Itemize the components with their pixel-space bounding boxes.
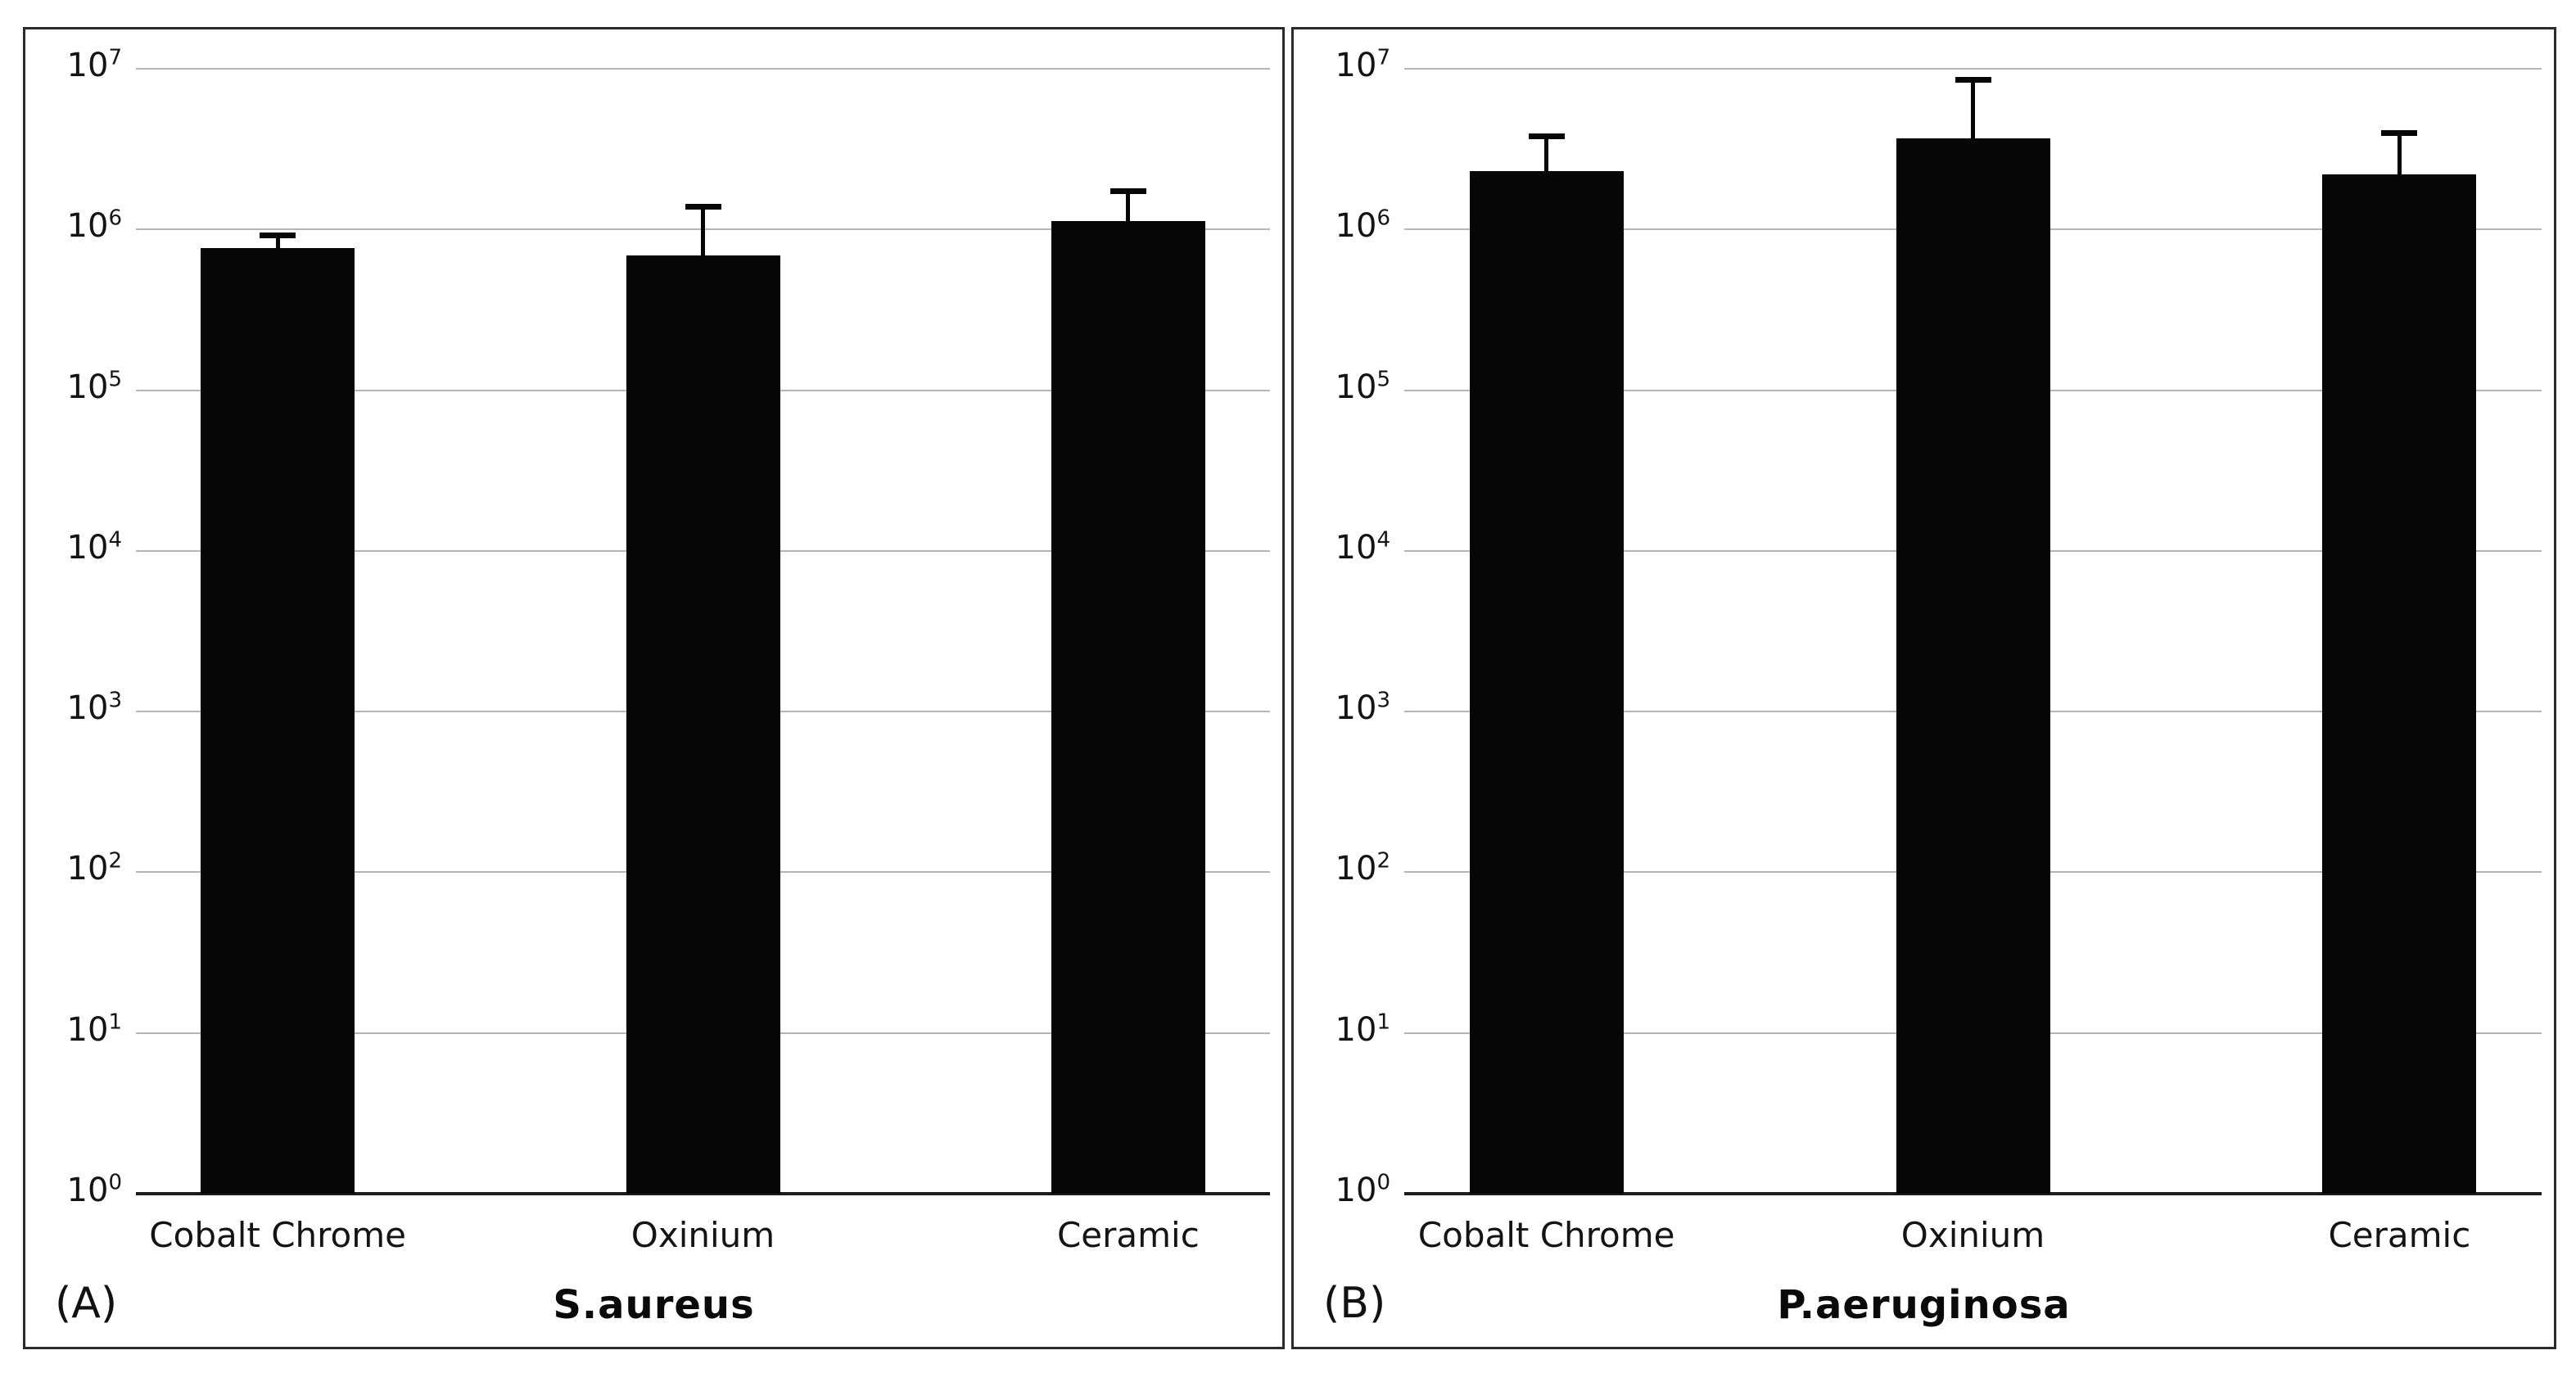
x-tick-label-oxinium: Oxinium	[1900, 1215, 2045, 1255]
bar-oxinium	[1896, 138, 2050, 1194]
error-bar-ceramic	[1126, 190, 1131, 221]
error-bar-cobalt-chrome	[1544, 136, 1549, 172]
error-bar-cap-cobalt-chrome	[1528, 133, 1565, 140]
y-tick-label-10e6: 106	[1335, 205, 1390, 246]
panel-letter-b: (B)	[1323, 1279, 1386, 1328]
x-tick-label-cobalt-chrome: Cobalt Chrome	[1417, 1215, 1675, 1255]
panel-a: Cobalt Chrome Oxinium Ceramic (A) S.aureus…	[23, 27, 1285, 1349]
caption-row-b: (B) P.aeruginosa	[1294, 1274, 2554, 1348]
y-tick-label-10e2: 102	[1335, 849, 1390, 888]
panel-title-b: P.aeruginosa	[1777, 1282, 2071, 1328]
panel-title-a: S.aureus	[553, 1282, 755, 1328]
y-tick-label-10e3: 103	[66, 688, 122, 728]
y-tick-label-10e0: 100	[66, 1170, 122, 1209]
error-bar-cobalt-chrome	[275, 235, 280, 248]
panel-letter-a: (A)	[55, 1279, 118, 1328]
bar-ceramic	[1051, 220, 1205, 1194]
error-bar-cap-ceramic	[2381, 130, 2418, 137]
x-tick-label-cobalt-chrome: Cobalt Chrome	[149, 1215, 406, 1255]
bar-cobalt-chrome	[201, 247, 355, 1194]
plot-area-b	[1404, 68, 2542, 1195]
x-axis-line	[136, 1192, 1270, 1195]
error-bar-cap-ceramic	[1109, 187, 1146, 194]
bar-cobalt-chrome	[1469, 171, 1624, 1194]
x-axis-labels-a: Cobalt Chrome Oxinium Ceramic	[136, 1215, 1270, 1264]
y-tick-label-10e7: 107	[66, 45, 122, 84]
x-axis-line	[1404, 1192, 2542, 1195]
error-bar-ceramic	[2397, 133, 2402, 175]
caption-row-a: (A) S.aureus	[25, 1274, 1282, 1348]
error-bar-oxinium	[701, 205, 705, 255]
y-tick-label-10e2: 102	[66, 849, 122, 888]
error-bar-cap-cobalt-chrome	[260, 233, 296, 239]
plot-area-a	[136, 68, 1270, 1195]
x-tick-label-ceramic: Ceramic	[1056, 1215, 1200, 1255]
y-tick-label-10e5: 105	[66, 367, 122, 406]
y-tick-label-10e4: 104	[1335, 527, 1390, 567]
x-tick-label-ceramic: Ceramic	[2328, 1215, 2471, 1255]
y-tick-label-10e0: 100	[1335, 1170, 1390, 1209]
error-bar-cap-oxinium	[685, 203, 721, 210]
bar-ceramic	[2322, 174, 2477, 1194]
x-axis-labels-b: Cobalt Chrome Oxinium Ceramic	[1404, 1215, 2542, 1264]
y-tick-label-10e3: 103	[1335, 688, 1390, 728]
error-bar-cap-oxinium	[1955, 76, 1991, 83]
y-tick-label-10e1: 101	[1335, 1009, 1390, 1049]
gridline-10e7	[1404, 68, 2542, 70]
y-tick-label-10e6: 106	[66, 205, 122, 246]
x-tick-label-oxinium: Oxinium	[630, 1215, 775, 1255]
bar-oxinium	[626, 255, 780, 1194]
y-tick-label-10e5: 105	[1335, 367, 1390, 406]
panel-b: Cobalt Chrome Oxinium Ceramic (B) P.aerugi…	[1291, 27, 2556, 1349]
y-tick-label-10e4: 104	[66, 527, 122, 567]
y-tick-label-10e7: 107	[1335, 45, 1390, 84]
gridline-10e7	[136, 68, 1270, 70]
error-bar-oxinium	[1971, 79, 1975, 138]
y-tick-label-10e1: 101	[66, 1009, 122, 1049]
